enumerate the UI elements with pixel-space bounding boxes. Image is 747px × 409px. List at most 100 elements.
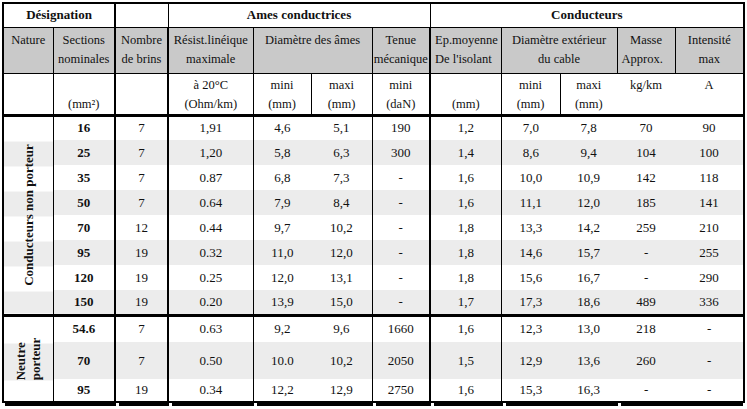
col-header-text: Ep.moyenne bbox=[431, 31, 501, 50]
cell-masse: - bbox=[617, 379, 675, 402]
cell-amin: 12,0 bbox=[253, 265, 311, 290]
group-header-ames: Ames conductrices bbox=[168, 3, 430, 27]
cell-tenue: 300 bbox=[372, 140, 430, 165]
col-header-text: Diamètre des âmes bbox=[254, 31, 372, 50]
unit-text: à 20°C bbox=[169, 76, 253, 95]
cell-extmax: 13,0 bbox=[560, 315, 617, 342]
cell-int: 141 bbox=[675, 190, 744, 215]
cell-extmin: 14,6 bbox=[501, 240, 560, 265]
cell-amin: 4,6 bbox=[253, 115, 311, 140]
unit-text: (Ohm/km) bbox=[169, 95, 253, 114]
rule-gap bbox=[431, 403, 434, 406]
table-row: 3570.876,87,3-1,610,010,9142118 bbox=[3, 165, 744, 190]
col-header-tenue: Tenuemécanique bbox=[372, 27, 430, 73]
col-header-text: nominales bbox=[54, 50, 115, 69]
cell-ep: 1,8 bbox=[430, 240, 501, 265]
unit-text: kg/km bbox=[617, 76, 675, 95]
cell-amax: 12,0 bbox=[311, 240, 372, 265]
cell-int: - bbox=[675, 342, 744, 379]
cell-int: 118 bbox=[675, 165, 744, 190]
column-header-row: Nature Sectionsnominales Nombrede brins … bbox=[3, 27, 744, 73]
cell-sect: 95 bbox=[53, 379, 115, 402]
cell-sect: 70 bbox=[53, 215, 115, 240]
cell-brins: 19 bbox=[115, 240, 168, 265]
cell-ep: 1,5 bbox=[430, 342, 501, 379]
bottom-double-rule bbox=[5, 403, 743, 406]
cell-int: 90 bbox=[675, 115, 744, 140]
conductor-spec-table: Désignation Ames conductrices Conducteur… bbox=[2, 2, 745, 403]
col-header-ep-isolant: Ep.moyenneDe l'isolant bbox=[430, 27, 501, 73]
table-row: 120190.2512,013,1-1,815,616,7-290 bbox=[3, 265, 744, 290]
unit-intensite: A bbox=[675, 73, 744, 115]
cell-amin: 10.0 bbox=[253, 342, 311, 379]
cell-brins: 12 bbox=[115, 215, 168, 240]
unit-nature bbox=[3, 73, 53, 115]
cell-amin: 9,7 bbox=[253, 215, 311, 240]
section-label: Neutreporteur bbox=[13, 337, 43, 380]
table-row: 2571,205,86,33001,48,69,4104100 bbox=[3, 140, 744, 165]
rule-gap bbox=[618, 403, 621, 406]
rule-gap bbox=[373, 403, 376, 406]
cell-amin: 13,9 bbox=[253, 290, 311, 315]
cell-sect: 54.6 bbox=[53, 315, 115, 342]
rule-gap bbox=[503, 403, 506, 406]
cell-brins: 7 bbox=[115, 140, 168, 165]
unit-text bbox=[431, 76, 501, 95]
cell-extmax: 12,0 bbox=[560, 190, 617, 215]
cell-extmin: 15,3 bbox=[501, 379, 560, 402]
cell-extmax: 16,3 bbox=[560, 379, 617, 402]
cell-sect: 50 bbox=[53, 190, 115, 215]
cell-brins: 7 bbox=[115, 190, 168, 215]
cell-extmin: 12,9 bbox=[501, 342, 560, 379]
group-header-empty-cell bbox=[115, 3, 168, 27]
unit-text: (mm) bbox=[502, 95, 560, 114]
cell-brins: 7 bbox=[115, 115, 168, 140]
cell-extmax: 7,8 bbox=[560, 115, 617, 140]
group-header-designation: Désignation bbox=[3, 3, 115, 27]
unit-text bbox=[54, 76, 115, 95]
section-conducteurs-non-porteur: Conducteurs non porteur1671,914,65,11901… bbox=[3, 115, 744, 315]
cell-sect: 25 bbox=[53, 140, 115, 165]
col-header-diam-exterieur: Diamètre extérieurdu cable bbox=[501, 27, 617, 73]
cell-int: 255 bbox=[675, 240, 744, 265]
cell-resist: 0.32 bbox=[168, 240, 253, 265]
cell-ep: 1,8 bbox=[430, 215, 501, 240]
unit-text: (mm) bbox=[254, 95, 311, 114]
unit-tenue: mini(daN) bbox=[372, 73, 430, 115]
cell-amax: 13,1 bbox=[311, 265, 372, 290]
col-header-sections: Sectionsnominales bbox=[53, 27, 115, 73]
units-row: (mm²) à 20°C(Ohm/km) mini(mm) maxi(mm) m… bbox=[3, 73, 744, 115]
cell-amax: 9,6 bbox=[311, 315, 372, 342]
col-header-text: Approx. bbox=[618, 50, 675, 69]
cell-masse: 104 bbox=[617, 140, 675, 165]
cell-resist: 0.63 bbox=[168, 315, 253, 342]
col-header-text: du cable bbox=[502, 50, 617, 69]
cell-amin: 5,8 bbox=[253, 140, 311, 165]
cell-ep: 1,2 bbox=[430, 115, 501, 140]
cell-amin: 11,0 bbox=[253, 240, 311, 265]
cell-brins: 19 bbox=[115, 290, 168, 315]
cell-extmax: 13,6 bbox=[560, 342, 617, 379]
table-row: 150190.2013,915,0-1,717,318,6489336 bbox=[3, 290, 744, 315]
cell-int: - bbox=[675, 315, 744, 342]
cell-amax: 6,3 bbox=[311, 140, 372, 165]
cell-amax: 10,2 bbox=[311, 215, 372, 240]
col-header-masse: MasseApprox. bbox=[617, 27, 675, 73]
cell-resist: 1,20 bbox=[168, 140, 253, 165]
cell-resist: 0.20 bbox=[168, 290, 253, 315]
table-row: Conducteurs non porteur1671,914,65,11901… bbox=[3, 115, 744, 140]
cell-extmin: 12,3 bbox=[501, 315, 560, 342]
section-label-cell: Conducteurs non porteur bbox=[3, 115, 53, 315]
table-row: Neutreporteur54.670.639,29,616601,612,31… bbox=[3, 315, 744, 342]
col-header-brins: Nombrede brins bbox=[115, 27, 168, 73]
cell-resist: 0.50 bbox=[168, 342, 253, 379]
col-header-text: mécanique bbox=[373, 50, 430, 69]
col-header-text: Diamètre extérieur bbox=[502, 31, 617, 50]
col-header-text: Sections bbox=[54, 31, 115, 50]
cell-resist: 0.44 bbox=[168, 215, 253, 240]
cell-amin: 9,2 bbox=[253, 315, 311, 342]
cell-amax: 15,0 bbox=[311, 290, 372, 315]
unit-ext-maxi: maxi(mm) bbox=[560, 73, 617, 115]
unit-ext-mini: mini(mm) bbox=[501, 73, 560, 115]
cell-tenue: - bbox=[372, 240, 430, 265]
